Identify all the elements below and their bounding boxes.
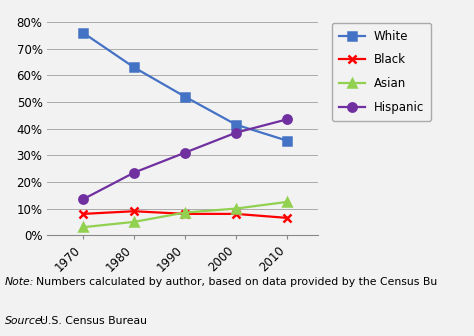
Black bbox=[80, 212, 86, 216]
Hispanic bbox=[131, 171, 137, 175]
Asian bbox=[80, 225, 86, 229]
Black bbox=[284, 216, 290, 220]
Asian bbox=[131, 220, 137, 224]
Text: Note:: Note: bbox=[5, 277, 34, 287]
Text: U.S. Census Bureau: U.S. Census Bureau bbox=[40, 316, 147, 326]
Black bbox=[131, 209, 137, 213]
Asian bbox=[182, 211, 188, 215]
White bbox=[131, 66, 137, 70]
White bbox=[80, 31, 86, 35]
White bbox=[233, 123, 239, 127]
White bbox=[284, 139, 290, 143]
Hispanic bbox=[233, 131, 239, 135]
Line: White: White bbox=[79, 29, 291, 145]
Asian bbox=[233, 207, 239, 211]
Line: Black: Black bbox=[79, 207, 291, 222]
Black bbox=[182, 212, 188, 216]
Hispanic bbox=[80, 197, 86, 201]
Hispanic bbox=[284, 117, 290, 121]
Hispanic bbox=[182, 151, 188, 155]
Legend: White, Black, Asian, Hispanic: White, Black, Asian, Hispanic bbox=[332, 23, 431, 121]
Asian bbox=[284, 200, 290, 204]
Text: Source:: Source: bbox=[5, 316, 46, 326]
Text: Numbers calculated by author, based on data provided by the Census Bu: Numbers calculated by author, based on d… bbox=[36, 277, 437, 287]
Line: Hispanic: Hispanic bbox=[79, 115, 291, 203]
Black bbox=[233, 212, 239, 216]
White bbox=[182, 95, 188, 99]
Line: Asian: Asian bbox=[79, 198, 291, 232]
